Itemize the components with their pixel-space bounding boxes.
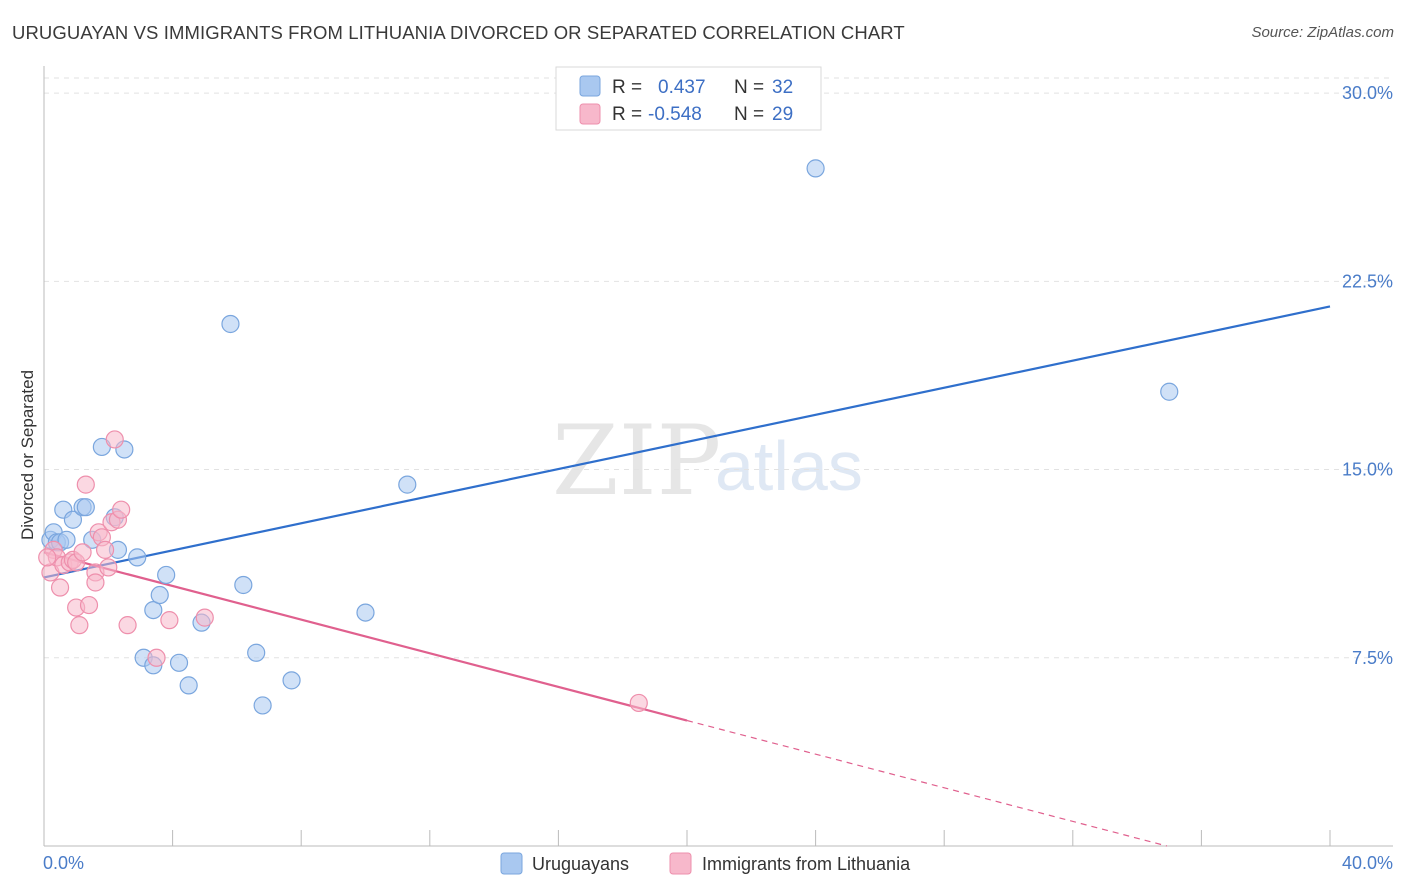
trend-lines xyxy=(43,305,1331,847)
point-lithuania xyxy=(112,500,131,519)
point-uruguayans xyxy=(157,565,176,585)
x-tick-label-max: 40.0% xyxy=(1342,853,1393,873)
point-lithuania xyxy=(629,693,648,713)
point-lithuania xyxy=(70,616,89,635)
data-points xyxy=(38,159,1179,715)
point-lithuania xyxy=(73,543,92,562)
watermark-zip: ZIP xyxy=(552,405,721,517)
chart-title: URUGUAYAN VS IMMIGRANTS FROM LITHUANIA D… xyxy=(12,22,905,43)
legend-n-label-2: N = xyxy=(734,104,764,125)
trend-line-lithuania xyxy=(43,551,688,722)
trend-line-lithuania-extrapolated xyxy=(686,719,1168,847)
point-lithuania xyxy=(38,548,57,567)
point-lithuania xyxy=(105,430,124,449)
point-lithuania xyxy=(50,578,70,597)
point-uruguayans xyxy=(150,585,169,605)
point-uruguayans xyxy=(1160,382,1179,401)
point-lithuania xyxy=(160,611,179,630)
point-uruguayans xyxy=(356,603,375,622)
y-tick-label: 30.0% xyxy=(1342,83,1393,103)
point-uruguayans xyxy=(169,653,189,672)
y-tick-label: 22.5% xyxy=(1342,271,1393,291)
y-tick-labels: 7.5% 15.0% 22.5% 30.0% xyxy=(1342,83,1393,668)
legend-swatch-lithuania xyxy=(579,103,601,125)
point-lithuania xyxy=(195,608,214,627)
point-uruguayans xyxy=(144,600,163,620)
legend-n-label-1: N = xyxy=(734,77,764,98)
point-uruguayans xyxy=(63,510,83,529)
watermark-atlas: atlas xyxy=(715,427,863,505)
point-uruguayans xyxy=(76,498,95,517)
stats-legend: R = 0.437 N = 32 R = -0.548 N = 29 xyxy=(555,66,822,131)
series-label-lithuania: Immigrants from Lithuania xyxy=(702,854,911,874)
legend-r-value-1: 0.437 xyxy=(658,77,706,98)
axes xyxy=(43,66,1393,847)
series-label-uruguayans: Uruguayans xyxy=(532,854,629,874)
legend-r-value-2: -0.548 xyxy=(648,104,702,125)
x-tick-labels: 0.0% 40.0% xyxy=(43,853,1393,873)
watermark: ZIP atlas xyxy=(552,405,863,517)
point-uruguayans xyxy=(282,671,301,690)
trend-line-uruguayans xyxy=(43,305,1331,579)
point-uruguayans xyxy=(234,575,253,595)
point-lithuania xyxy=(95,540,115,559)
point-lithuania xyxy=(99,558,118,577)
series-swatch-uruguayans xyxy=(500,852,523,875)
point-uruguayans xyxy=(57,530,76,549)
y-tick-label: 7.5% xyxy=(1352,648,1393,668)
point-uruguayans xyxy=(221,314,240,334)
point-uruguayans xyxy=(253,696,272,715)
legend-n-value-2: 29 xyxy=(772,104,793,125)
point-lithuania xyxy=(76,475,95,494)
point-lithuania xyxy=(147,648,166,667)
point-lithuania xyxy=(118,616,137,635)
series-swatch-lithuania xyxy=(669,852,692,875)
y-axis-label: Divorced or Separated xyxy=(18,370,37,540)
legend-r-label-1: R = xyxy=(612,77,642,98)
series-legend: Uruguayans Immigrants from Lithuania xyxy=(500,852,911,875)
point-uruguayans xyxy=(179,676,198,695)
x-tick-label-min: 0.0% xyxy=(43,853,84,873)
point-lithuania xyxy=(79,595,99,615)
point-uruguayans xyxy=(806,159,825,178)
y-axis-title: Divorced or Separated xyxy=(18,370,37,540)
point-lithuania xyxy=(86,573,105,592)
point-uruguayans xyxy=(398,475,417,494)
y-tick-label: 15.0% xyxy=(1342,460,1393,480)
grid-lines xyxy=(44,77,1393,659)
point-uruguayans xyxy=(247,643,266,662)
point-uruguayans xyxy=(128,548,147,567)
legend-n-value-1: 32 xyxy=(772,77,793,98)
legend-swatch-uruguayans xyxy=(579,75,601,97)
legend-r-label-2: R = xyxy=(612,104,642,125)
source-label: Source: ZipAtlas.com xyxy=(1251,24,1394,41)
